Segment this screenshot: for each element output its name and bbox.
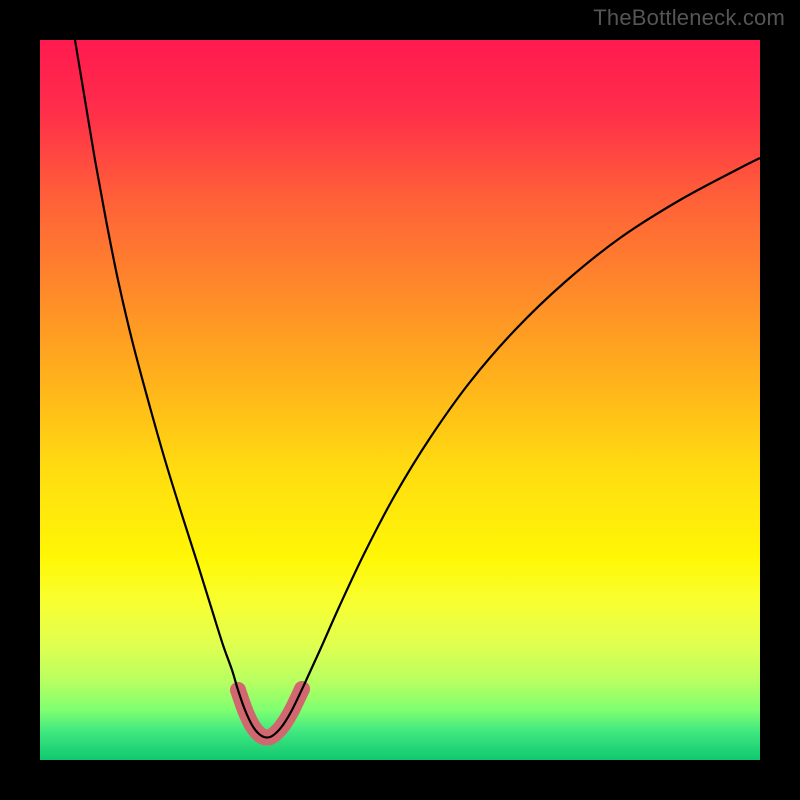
curve-layer [40,40,760,760]
plot-area [40,40,760,760]
valley-marker-dots [230,681,310,745]
bottleneck-curve [75,40,760,738]
watermark-text: TheBottleneck.com [593,5,785,31]
